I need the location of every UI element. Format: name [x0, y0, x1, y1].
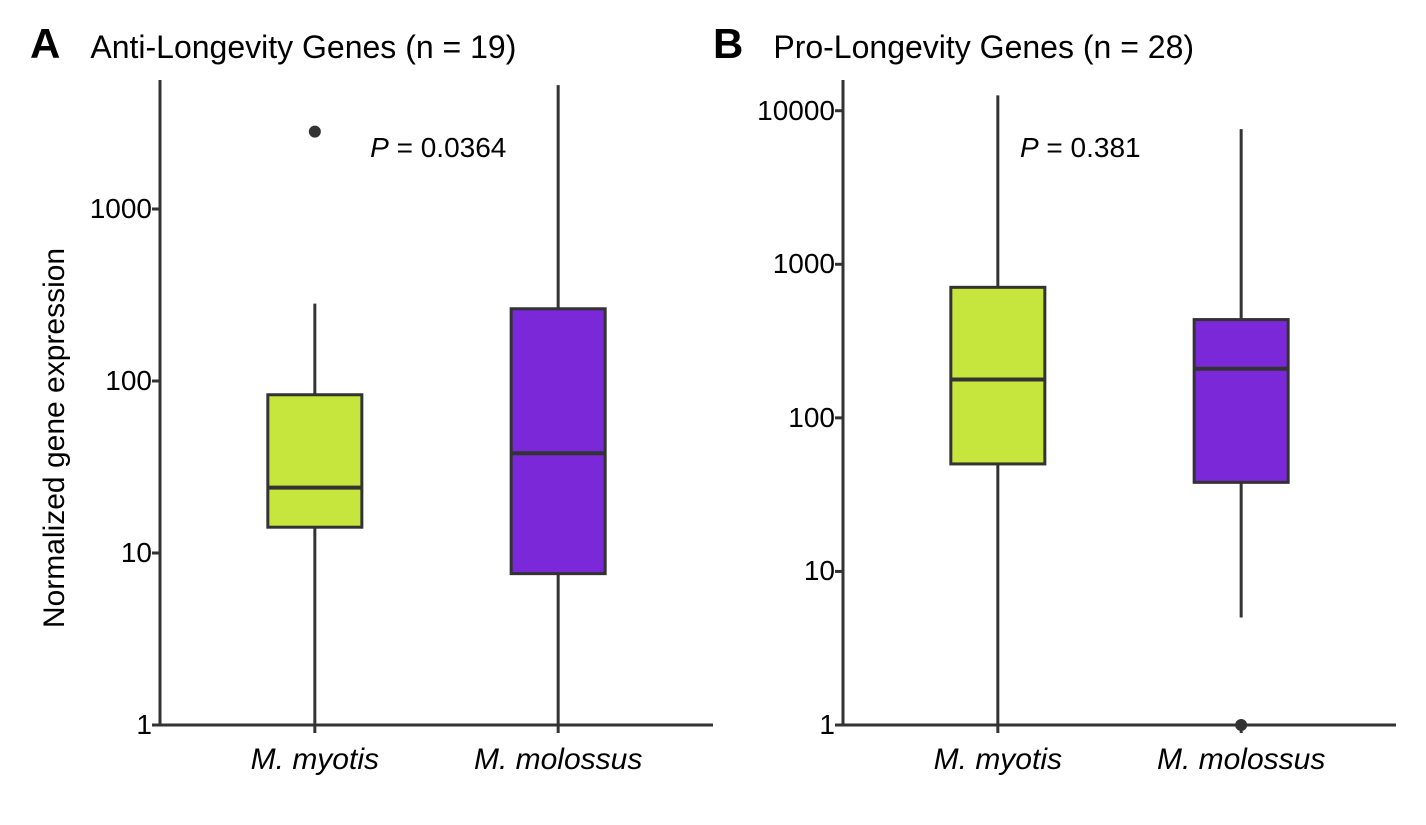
panel-a-plot-area: P = 0.0364 — [160, 80, 713, 725]
panel-a-ylabel-col: Normalized gene expression — [30, 80, 80, 795]
figure-container: A Anti-Longevity Genes (n = 19) Normaliz… — [0, 0, 1426, 825]
ytick-label: 1 — [136, 709, 152, 741]
panel-a-title: Anti-Longevity Genes (n = 19) — [90, 29, 516, 66]
panel-a-xticks: M. myotis M. molossus — [160, 725, 713, 795]
panel-b-letter: B — [713, 20, 743, 68]
xtick-label: M. myotis — [251, 743, 379, 777]
ytick-label: 1000 — [90, 193, 152, 225]
ytick-label: 100 — [105, 365, 152, 397]
panel-a-ylabel: Normalized gene expression — [38, 247, 72, 627]
panel-b-plot-area: P = 0.381 — [843, 80, 1396, 725]
xtick-label: M. myotis — [934, 743, 1062, 777]
panel-b: B Pro-Longevity Genes (n = 28) 1 10 100 100… — [713, 20, 1396, 795]
panel-a-letter: A — [30, 20, 60, 68]
panel-a: A Anti-Longevity Genes (n = 19) Normaliz… — [30, 20, 713, 795]
xtick-label: M. molossus — [474, 743, 642, 777]
panel-a-plot-col: P = 0.0364 M. myotis M. molossus — [160, 80, 713, 795]
panel-b-title: Pro-Longevity Genes (n = 28) — [773, 29, 1194, 66]
ytick-label: 1000 — [773, 248, 835, 280]
panel-b-yticks: 110100100010000 — [763, 80, 843, 795]
ytick-label: 10 — [121, 537, 152, 569]
panel-b-plot-wrap: 1 10 100 1000 10000 P = 0.381 M. myotis M. mo… — [713, 80, 1396, 795]
ytick-label: 10 — [804, 555, 835, 587]
panel-b-ylabel-col — [713, 80, 763, 795]
panel-b-plot-col: P = 0.381 M. myotis M. molossus — [843, 80, 1396, 795]
ytick-label: 100 — [788, 402, 835, 434]
xtick-label: M. molossus — [1157, 743, 1325, 777]
panel-a-plot-wrap: Normalized gene expression 1 10 100 1000 P … — [30, 80, 713, 795]
ytick-label: 1 — [819, 709, 835, 741]
panel-a-yticks: 1 10 100 1000 — [80, 80, 160, 795]
panel-b-header: B Pro-Longevity Genes (n = 28) — [713, 20, 1396, 70]
ytick-label: 10000 — [757, 95, 835, 127]
panel-a-header: A Anti-Longevity Genes (n = 19) — [30, 20, 713, 70]
panel-b-xticks: M. myotis M. molossus — [843, 725, 1396, 795]
